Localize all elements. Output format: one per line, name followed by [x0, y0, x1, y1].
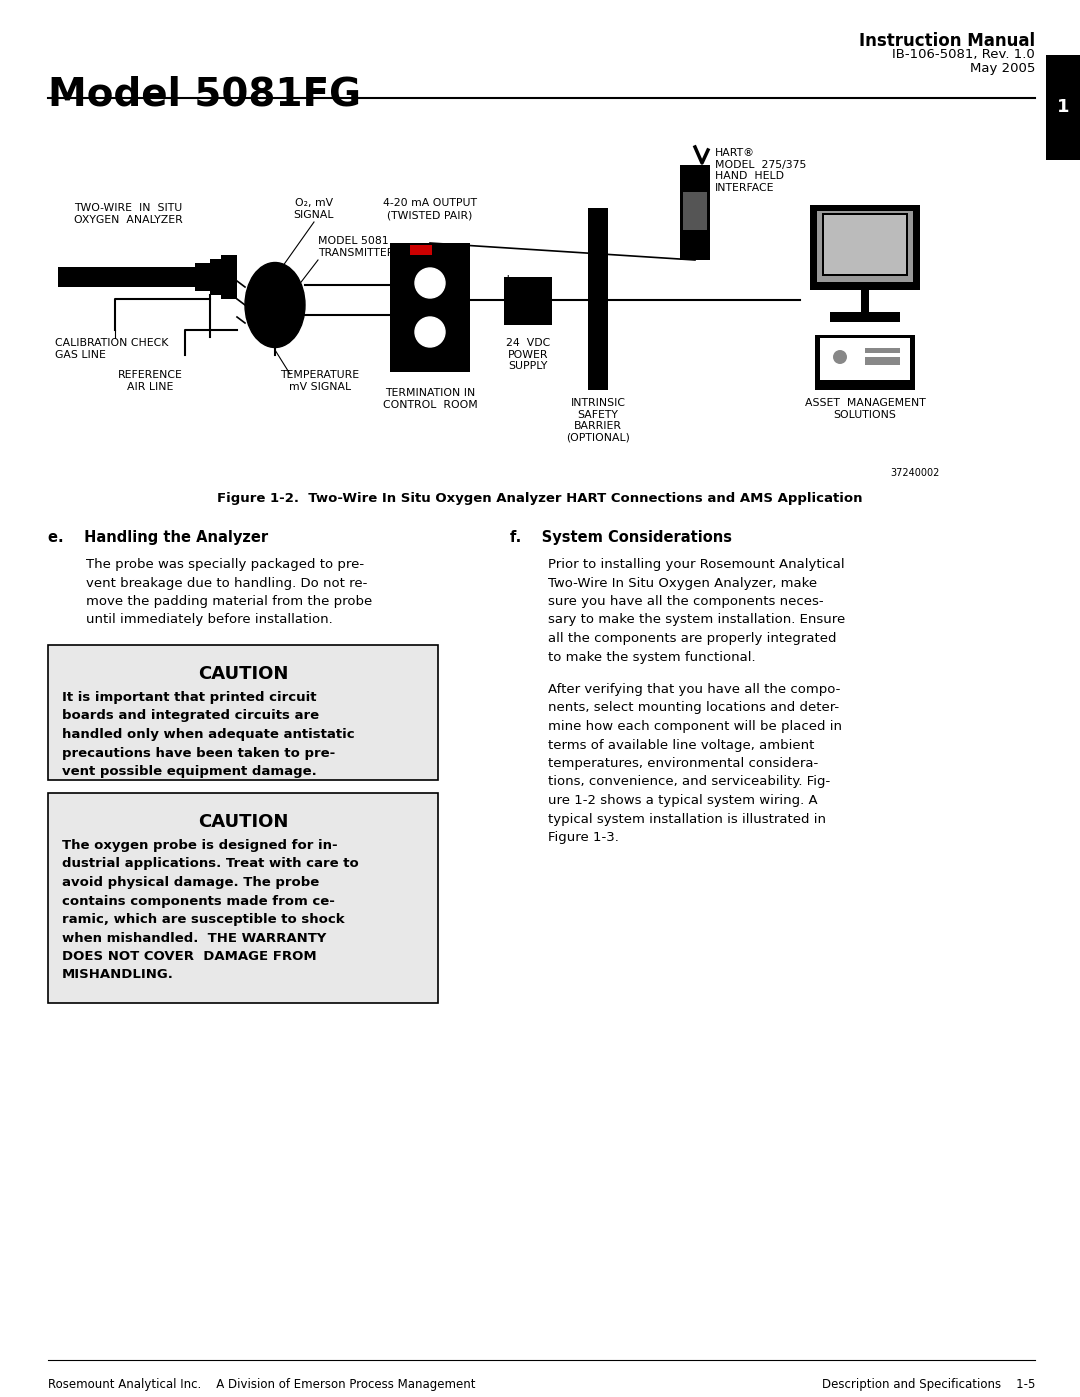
- Text: TWO-WIRE  IN  SITU
OXYGEN  ANALYZER: TWO-WIRE IN SITU OXYGEN ANALYZER: [73, 204, 183, 225]
- Bar: [588, 208, 608, 390]
- Text: CAUTION: CAUTION: [198, 813, 288, 831]
- Bar: [865, 348, 900, 353]
- Text: MODEL 5081
TRANSMITTER: MODEL 5081 TRANSMITTER: [318, 236, 394, 258]
- Bar: [861, 291, 869, 312]
- Text: O₂, mV
SIGNAL: O₂, mV SIGNAL: [294, 198, 334, 219]
- Text: Description and Specifications    1-5: Description and Specifications 1-5: [822, 1377, 1035, 1391]
- Text: Model 5081FG: Model 5081FG: [48, 75, 361, 113]
- Text: After verifying that you have all the compo-
nents, select mounting locations an: After verifying that you have all the co…: [548, 683, 842, 844]
- Bar: [48, 645, 438, 780]
- Bar: [390, 243, 470, 372]
- Text: Prior to installing your Rosemount Analytical
Two-Wire In Situ Oxygen Analyzer, : Prior to installing your Rosemount Analy…: [548, 557, 846, 664]
- Bar: [204, 265, 207, 272]
- Text: Instruction Manual: Instruction Manual: [859, 32, 1035, 50]
- Text: The probe was specially packaged to pre-
vent breakage due to handling. Do not r: The probe was specially packaged to pre-…: [86, 557, 373, 626]
- Bar: [210, 258, 224, 295]
- Bar: [1047, 54, 1080, 161]
- Bar: [58, 267, 200, 286]
- Text: HART®
MODEL  275/375
HAND  HELD
INTERFACE: HART® MODEL 275/375 HAND HELD INTERFACE: [715, 148, 807, 193]
- Text: Rosemount Analytical Inc.    A Division of Emerson Process Management: Rosemount Analytical Inc. A Division of …: [48, 1377, 475, 1391]
- Text: e.    Handling the Analyzer: e. Handling the Analyzer: [48, 529, 268, 545]
- Text: May 2005: May 2005: [970, 61, 1035, 75]
- Text: INTRINSIC
SAFETY
BARRIER
(OPTIONAL): INTRINSIC SAFETY BARRIER (OPTIONAL): [566, 398, 630, 443]
- Bar: [815, 335, 915, 390]
- Bar: [824, 215, 906, 274]
- Text: 24  VDC
POWER
SUPPLY: 24 VDC POWER SUPPLY: [505, 338, 550, 372]
- Ellipse shape: [833, 351, 847, 365]
- Bar: [221, 256, 237, 299]
- Text: Figure 1-2.  Two-Wire In Situ Oxygen Analyzer HART Connections and AMS Applicati: Figure 1-2. Two-Wire In Situ Oxygen Anal…: [217, 492, 863, 504]
- Bar: [680, 165, 710, 260]
- Text: CALIBRATION CHECK
GAS LINE: CALIBRATION CHECK GAS LINE: [55, 338, 168, 359]
- Text: +: +: [502, 272, 513, 286]
- Bar: [820, 338, 910, 380]
- Bar: [822, 212, 908, 277]
- Text: IB-106-5081, Rev. 1.0: IB-106-5081, Rev. 1.0: [892, 47, 1035, 61]
- Bar: [198, 265, 201, 272]
- Text: 4-20 mA OUTPUT
(TWISTED PAIR): 4-20 mA OUTPUT (TWISTED PAIR): [383, 198, 477, 219]
- Bar: [816, 211, 913, 282]
- Text: 1: 1: [1056, 99, 1069, 116]
- Text: TEMPERATURE
mV SIGNAL: TEMPERATURE mV SIGNAL: [281, 370, 360, 391]
- Text: It is important that printed circuit
boards and integrated circuits are
handled : It is important that printed circuit boa…: [62, 692, 354, 778]
- Bar: [865, 358, 900, 365]
- Bar: [831, 312, 900, 321]
- Bar: [504, 277, 552, 326]
- Text: 37240002: 37240002: [891, 468, 940, 478]
- Text: –: –: [545, 272, 551, 286]
- Bar: [683, 191, 707, 231]
- Bar: [810, 205, 920, 291]
- Ellipse shape: [415, 317, 445, 346]
- Text: ASSET  MANAGEMENT
SOLUTIONS: ASSET MANAGEMENT SOLUTIONS: [805, 398, 926, 419]
- Ellipse shape: [245, 263, 305, 348]
- Text: TERMINATION IN
CONTROL  ROOM: TERMINATION IN CONTROL ROOM: [382, 388, 477, 409]
- Text: CAUTION: CAUTION: [198, 665, 288, 683]
- Bar: [410, 244, 432, 256]
- Bar: [48, 793, 438, 1003]
- Text: f.    System Considerations: f. System Considerations: [510, 529, 732, 545]
- Text: The oxygen probe is designed for in-
dustrial applications. Treat with care to
a: The oxygen probe is designed for in- dus…: [62, 840, 359, 982]
- Text: REFERENCE
AIR LINE: REFERENCE AIR LINE: [118, 370, 183, 391]
- Bar: [195, 263, 213, 291]
- Ellipse shape: [415, 268, 445, 298]
